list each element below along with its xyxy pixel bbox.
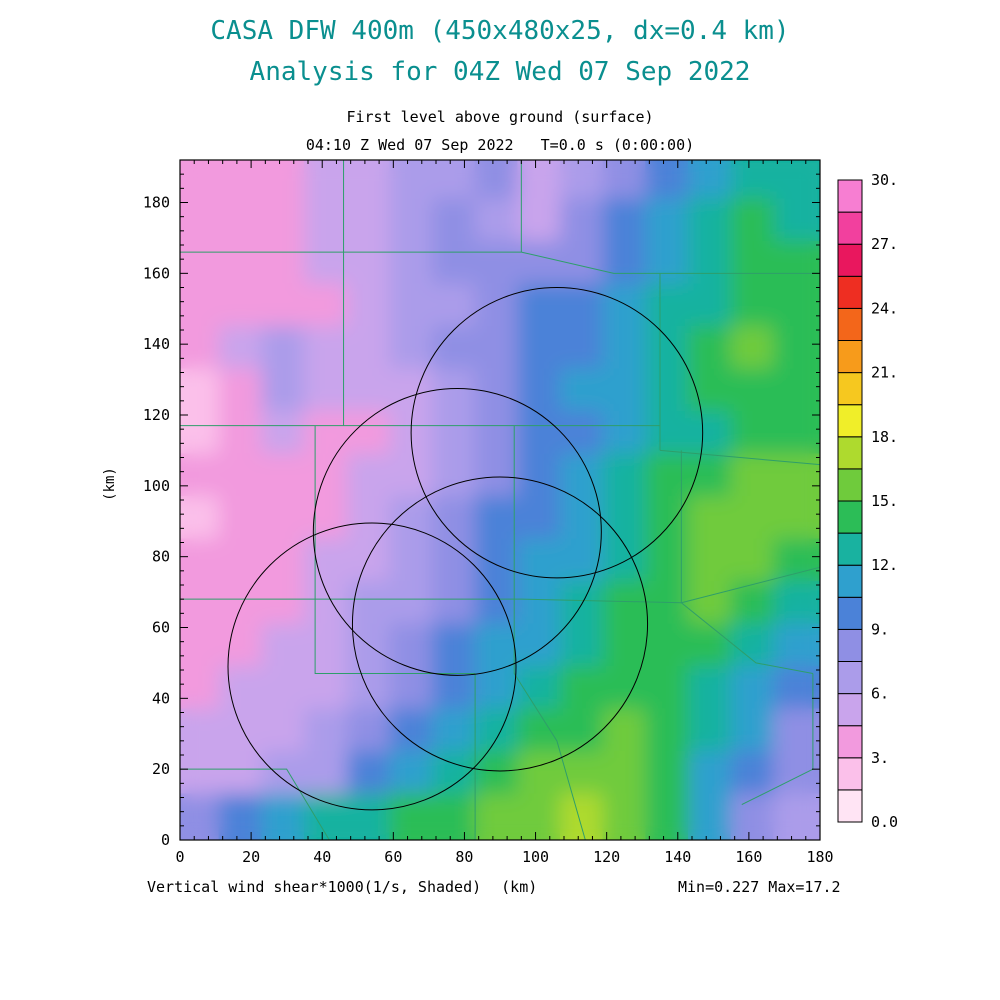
svg-text:80: 80: [152, 548, 170, 566]
svg-text:12.: 12.: [871, 556, 898, 574]
svg-text:180: 180: [806, 848, 833, 866]
svg-text:15.: 15.: [871, 492, 898, 510]
colorbar: [837, 179, 863, 823]
svg-text:40: 40: [313, 848, 331, 866]
county-boundaries: [180, 160, 820, 840]
svg-text:21.: 21.: [871, 364, 898, 382]
radar-range-circles: [227, 287, 704, 811]
svg-text:60: 60: [384, 848, 402, 866]
svg-text:30.: 30.: [871, 171, 898, 189]
svg-text:0.0: 0.0: [871, 813, 898, 831]
svg-text:24.: 24.: [871, 299, 898, 317]
svg-text:3.: 3.: [871, 749, 889, 767]
heatmap-layer: [180, 160, 820, 840]
svg-text:140: 140: [143, 335, 170, 353]
main-title: CASA DFW 400m (450x480x25, dx=0.4 km): [210, 16, 790, 46]
field-label: Vertical wind shear*1000(1/s, Shaded): [147, 878, 482, 896]
x-axis-unit: (km): [501, 878, 538, 896]
time-label: 04:10 Z Wed 07 Sep 2022 T=0.0 s (0:00:00…: [305, 136, 695, 154]
svg-text:100: 100: [522, 848, 549, 866]
svg-text:80: 80: [455, 848, 473, 866]
svg-text:0: 0: [161, 831, 170, 849]
svg-text:160: 160: [143, 264, 170, 282]
svg-text:60: 60: [152, 619, 170, 637]
colorbar-labels: 0.0 3. 6. 9. 12. 15. 18. 21. 24. 27. 30.: [871, 171, 898, 831]
svg-text:9.: 9.: [871, 620, 889, 638]
sub-title: Analysis for 04Z Wed 07 Sep 2022: [249, 57, 751, 87]
level-label: First level above ground (surface): [346, 108, 654, 126]
svg-text:180: 180: [143, 194, 170, 212]
x-tick-labels: 0 20 40 60 80 100 120 140 160 180: [175, 848, 833, 866]
y-axis-unit: (km): [102, 467, 118, 501]
svg-text:120: 120: [593, 848, 620, 866]
svg-text:20: 20: [242, 848, 260, 866]
svg-text:27.: 27.: [871, 235, 898, 253]
svg-text:20: 20: [152, 760, 170, 778]
axis-ticks: [179, 159, 821, 841]
svg-text:140: 140: [664, 848, 691, 866]
field-caption: Vertical wind shear*1000(1/s, Shaded) (km…: [147, 878, 537, 896]
svg-text:40: 40: [152, 689, 170, 707]
minmax-label: Min=0.227 Max=17.2: [678, 878, 841, 896]
y-tick-labels: 0 20 40 60 80 100 120 140 160 180: [143, 194, 170, 850]
svg-text:0: 0: [175, 848, 184, 866]
svg-text:18.: 18.: [871, 428, 898, 446]
svg-text:120: 120: [143, 406, 170, 424]
svg-text:160: 160: [735, 848, 762, 866]
svg-text:6.: 6.: [871, 685, 889, 703]
svg-text:100: 100: [143, 477, 170, 495]
